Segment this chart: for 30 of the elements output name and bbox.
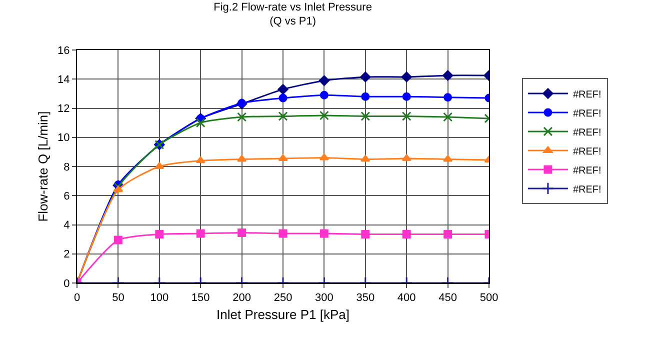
y-tick-label: 14 xyxy=(58,74,70,86)
y-axis-title: Flow-rate Q [L/min] xyxy=(36,111,50,222)
y-tick-label: 10 xyxy=(58,132,70,144)
x-tick-label: 350 xyxy=(356,292,375,304)
x-tick-label: 250 xyxy=(274,292,292,304)
y-tick-label: 12 xyxy=(58,103,70,116)
x-tick-label: 300 xyxy=(315,292,334,304)
legend-label: #REF! xyxy=(572,89,602,100)
x-axis-title: Inlet Pressure P1 [kPa] xyxy=(216,306,350,322)
y-tick-label: 2 xyxy=(64,248,70,261)
chart-title: Fig.2 Flow-rate vs Inlet Pressure xyxy=(214,1,372,14)
chart-subtitle: (Q vs P1) xyxy=(270,16,316,28)
x-tick-label: 450 xyxy=(438,292,457,304)
y-tick-label: 8 xyxy=(64,161,70,174)
x-tick-label: 500 xyxy=(480,292,498,304)
x-tick-label: 0 xyxy=(74,292,80,304)
legend-label: #REF! xyxy=(572,146,602,158)
x-tick-label: 400 xyxy=(397,292,416,304)
legend-label: #REF! xyxy=(572,108,602,120)
y-tick-label: 6 xyxy=(64,190,70,202)
x-tick-label: 50 xyxy=(112,292,124,304)
x-tick-label: 200 xyxy=(232,292,251,304)
y-tick-label: 4 xyxy=(64,220,70,232)
legend-label: #REF! xyxy=(572,127,602,138)
y-tick-label: 16 xyxy=(58,44,70,57)
x-tick-label: 100 xyxy=(150,292,169,304)
y-tick-label: 0 xyxy=(64,278,70,290)
legend-label: #REF! xyxy=(572,165,602,176)
x-tick-label: 150 xyxy=(191,292,210,304)
legend-label: #REF! xyxy=(572,184,602,196)
